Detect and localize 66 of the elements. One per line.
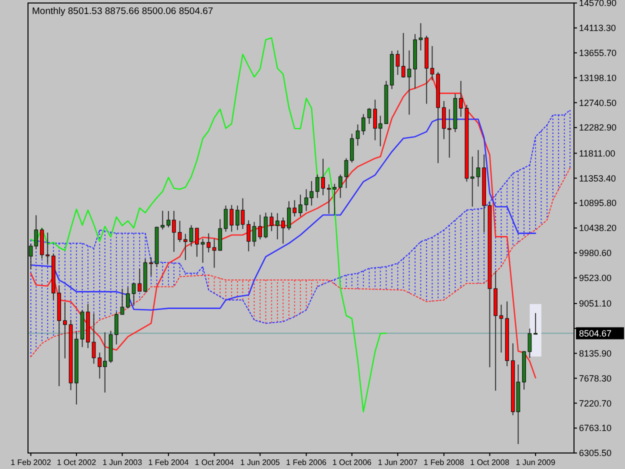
line-series (30, 37, 387, 412)
y-tick-label: 11353.40 (579, 173, 616, 184)
y-tick-label: 10895.80 (579, 198, 617, 208)
y-tick-label: 10438.20 (579, 223, 617, 234)
candlestick (258, 214, 262, 240)
y-tick-label: 9051.10 (579, 298, 612, 309)
candlestick (396, 50, 400, 76)
candlestick (534, 312, 538, 335)
candlestick (361, 114, 366, 136)
x-tick-label: 1 Jun 2007 (378, 458, 418, 467)
candlestick (252, 221, 256, 247)
candlestick (476, 150, 480, 188)
candlestick (264, 212, 268, 239)
x-tick-label: 1 Feb 2006 (286, 458, 328, 467)
y-tick-label: 9980.60 (579, 248, 612, 258)
candlestick (230, 204, 234, 232)
candlestick (206, 232, 211, 253)
y-tick-label: 6763.10 (579, 423, 612, 434)
x-tick-label: 1 Feb 2004 (148, 458, 190, 467)
ref-line-label: 8504.67 (579, 328, 612, 338)
y-tick-label: 7678.30 (579, 373, 612, 384)
x-tick-label: 1 Oct 2002 (56, 458, 97, 467)
candlestick (430, 46, 434, 81)
y-tick-label: 7220.70 (579, 398, 612, 408)
candlestick (407, 50, 412, 116)
y-tick-label: 12282.90 (579, 122, 617, 133)
x-tick-label: 1 Jun 2003 (102, 458, 143, 467)
x-tick-label: 1 Oct 2006 (332, 458, 372, 467)
candlestick (212, 238, 216, 268)
candlestick (338, 174, 342, 198)
x-tick-label: 1 Oct 2008 (470, 458, 510, 467)
candlestick (344, 158, 348, 189)
candlestick (160, 210, 165, 230)
x-tick-label: 1 Jun 2005 (240, 458, 280, 467)
candlestick (298, 194, 302, 217)
y-tick-label: 13655.70 (579, 48, 617, 58)
candlestick (189, 224, 194, 247)
candlestick (178, 220, 182, 243)
candlestick (246, 220, 251, 252)
y-tick-label: 12740.50 (579, 98, 617, 108)
y-tick-label: 14570.90 (579, 0, 617, 8)
candlestick (356, 124, 360, 146)
candlestick (224, 205, 228, 232)
y-tick-label: 6305.50 (579, 448, 612, 458)
candlestick (200, 238, 205, 264)
x-tick-label: 1 Feb 2008 (424, 458, 465, 467)
candlestick (270, 212, 274, 232)
candlestick (458, 80, 463, 118)
x-tick-label: 1 Oct 2004 (194, 458, 234, 467)
chart-title: Monthly 8501.53 8875.66 8500.06 8504.67 (32, 6, 214, 17)
candlestick (350, 133, 354, 164)
x-tick-label: 1 Feb 2002 (10, 458, 52, 467)
candlestick (401, 32, 406, 78)
candlestick (218, 218, 222, 252)
candlestick (183, 233, 188, 261)
candlestick (418, 22, 423, 51)
candlestick (470, 156, 474, 208)
candlestick (126, 286, 130, 309)
y-tick-label: 9523.00 (579, 272, 612, 283)
y-tick-label: 8135.90 (579, 348, 612, 358)
candlestick (499, 304, 504, 354)
candlestick (194, 227, 199, 258)
y-tick-label: 13198.10 (579, 72, 617, 83)
x-tick-label: 1 Jun 2009 (516, 458, 556, 467)
y-tick-label: 11811.00 (579, 148, 616, 158)
y-tick-label: 14113.30 (579, 23, 616, 34)
